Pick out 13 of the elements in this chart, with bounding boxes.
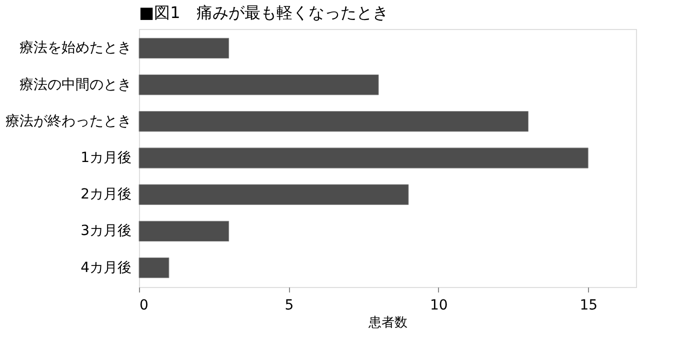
y-tick-label: 療法を始めたとき [20,40,132,56]
y-tick-label: 療法が終わったとき [6,113,132,130]
y-tick-label: 4カ月後 [80,260,132,276]
y-tick-label: 療法の中間のとき [20,76,132,93]
x-tick-label: 10 [430,298,448,314]
chart-title: ■図1 痛みが最も軽くなったとき [139,3,388,22]
x-axis-title: 患者数 [368,316,408,330]
y-tick-label: 3カ月後 [80,223,132,240]
x-tick-label: 5 [284,298,294,314]
y-tick-label: 2カ月後 [80,186,132,203]
x-tick-label: 15 [580,298,598,314]
y-tick-label: 1カ月後 [80,150,132,166]
x-tick-label: 0 [140,298,148,314]
